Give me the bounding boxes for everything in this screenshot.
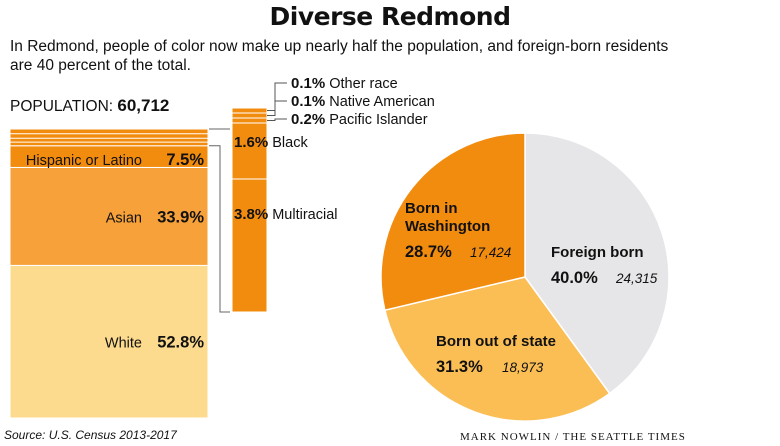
pie-category-label: Born in bbox=[405, 200, 458, 217]
breakout-value-label: 3.8% bbox=[234, 206, 268, 223]
leader-line bbox=[267, 100, 287, 116]
breakout-segment-native-american bbox=[231, 112, 268, 119]
breakout-label-black: 1.6% Black bbox=[234, 134, 308, 151]
breakout-segment-other-race bbox=[231, 107, 268, 114]
svg-text:24,315: 24,315 bbox=[615, 271, 658, 286]
leader-line bbox=[267, 82, 287, 111]
pie-value-label: 28.7% bbox=[405, 243, 452, 261]
svg-text:33.9%: 33.9% bbox=[157, 208, 204, 226]
breakout-value-label: 1.6% bbox=[234, 134, 268, 151]
breakout-category-label: Native American bbox=[325, 94, 435, 110]
chart-subtitle: In Redmond, people of color now make up … bbox=[10, 38, 669, 74]
source-note: Source: U.S. Census 2013-2017 bbox=[4, 428, 177, 442]
bar-segment-asian bbox=[9, 166, 209, 266]
breakout-category-label: Black bbox=[268, 135, 308, 151]
svg-text:Asian: Asian bbox=[106, 210, 142, 226]
svg-text:18,973: 18,973 bbox=[502, 360, 544, 375]
population-total: POPULATION: 60,712 bbox=[10, 96, 169, 116]
svg-text:3.8% Multiracial: 3.8% Multiracial bbox=[234, 206, 338, 223]
svg-text:1.6% Black: 1.6% Black bbox=[234, 134, 308, 151]
bar-label-asian: Asian 33.9% bbox=[106, 208, 205, 226]
breakout-value-label: 0.2% bbox=[291, 111, 325, 128]
pie-category-label: Foreign born bbox=[551, 244, 644, 261]
svg-text:31.3%: 31.3% bbox=[436, 358, 483, 376]
pie-slice-foreign-born bbox=[524, 132, 670, 395]
breakout-connector bbox=[209, 128, 230, 313]
svg-text:40.0%: 40.0% bbox=[551, 269, 598, 287]
bar-value-label: 33.9% bbox=[157, 208, 204, 226]
svg-text:0.1% Other race: 0.1% Other race bbox=[291, 75, 398, 92]
pie-category-label: Born out of state bbox=[436, 333, 556, 350]
svg-text:52.8%: 52.8% bbox=[157, 334, 204, 352]
breakout-value-label: 0.1% bbox=[291, 93, 325, 110]
population-label: POPULATION: bbox=[10, 98, 114, 115]
pie-count-label: 17,424 bbox=[470, 245, 511, 260]
breakout-label-pacific-islander: 0.2% Pacific Islander bbox=[267, 111, 428, 128]
bar-segment-other-groups bbox=[9, 128, 209, 147]
bar-label-white: White 52.8% bbox=[105, 334, 204, 352]
bar-category-label: White bbox=[105, 336, 142, 352]
svg-text:17,424: 17,424 bbox=[470, 245, 511, 260]
pie-slice-born-out-of-state bbox=[383, 276, 611, 422]
breakout-category-label: Pacific Islander bbox=[325, 112, 428, 128]
pie-value-label: 40.0% bbox=[551, 269, 598, 287]
pie-label-foreign-born: Foreign born 40.0% 24,315 bbox=[551, 244, 658, 287]
pie-slice-born-in-washington bbox=[380, 132, 526, 312]
page-title: Diverse Redmond bbox=[269, 2, 511, 31]
svg-text:28.7%: 28.7% bbox=[405, 243, 452, 261]
pie-category-label: Washington bbox=[405, 218, 490, 235]
pie-count-label: 24,315 bbox=[615, 271, 658, 286]
pie-value-label: 31.3% bbox=[436, 358, 483, 376]
breakout-label-other-race: 0.1% Other race bbox=[267, 75, 398, 111]
bar-segment-white bbox=[9, 264, 209, 419]
connector-bottom bbox=[209, 145, 230, 313]
breakout-value-label: 0.1% bbox=[291, 75, 325, 92]
svg-text:7.5%: 7.5% bbox=[166, 151, 204, 169]
svg-text:0.2% Pacific Islander: 0.2% Pacific Islander bbox=[291, 111, 428, 128]
svg-text:Hispanic or Latino: Hispanic or Latino bbox=[26, 153, 142, 169]
pie-count-label: 18,973 bbox=[502, 360, 544, 375]
bar-value-label: 52.8% bbox=[157, 334, 204, 352]
main-stacked-bar: White 52.8% Asian 33.9% Hispanic or Latino 7.… bbox=[9, 128, 209, 419]
bar-label-hispanic-or-latino: Hispanic or Latino 7.5% bbox=[26, 151, 204, 169]
svg-text:0.1% Native American: 0.1% Native American bbox=[291, 93, 435, 110]
breakout-stacked-bar: 3.8% Multiracial 1.6% Black 0.2% Pacific I… bbox=[231, 75, 435, 313]
breakout-label-native-american: 0.1% Native American bbox=[267, 93, 435, 116]
breakout-category-label: Multiracial bbox=[268, 207, 337, 223]
bar-category-label: Hispanic or Latino bbox=[26, 153, 142, 169]
credit-line: MARK NOWLIN / THE SEATTLE TIMES bbox=[460, 431, 686, 443]
bar-value-label: 7.5% bbox=[166, 151, 204, 169]
breakout-segment-black bbox=[231, 122, 268, 180]
breakout-segment-multiracial bbox=[231, 178, 268, 313]
breakout-segment-pacific-islander bbox=[231, 117, 268, 124]
breakout-label-multiracial: 3.8% Multiracial bbox=[234, 206, 338, 223]
bar-category-label: Asian bbox=[106, 210, 142, 226]
pie-label-born-out-of-state: Born out of state 31.3% 18,973 bbox=[436, 333, 556, 376]
population-value: 60,712 bbox=[117, 96, 170, 115]
breakout-category-label: Other race bbox=[325, 76, 398, 92]
svg-text:White: White bbox=[105, 336, 142, 352]
leader-line bbox=[267, 118, 287, 121]
